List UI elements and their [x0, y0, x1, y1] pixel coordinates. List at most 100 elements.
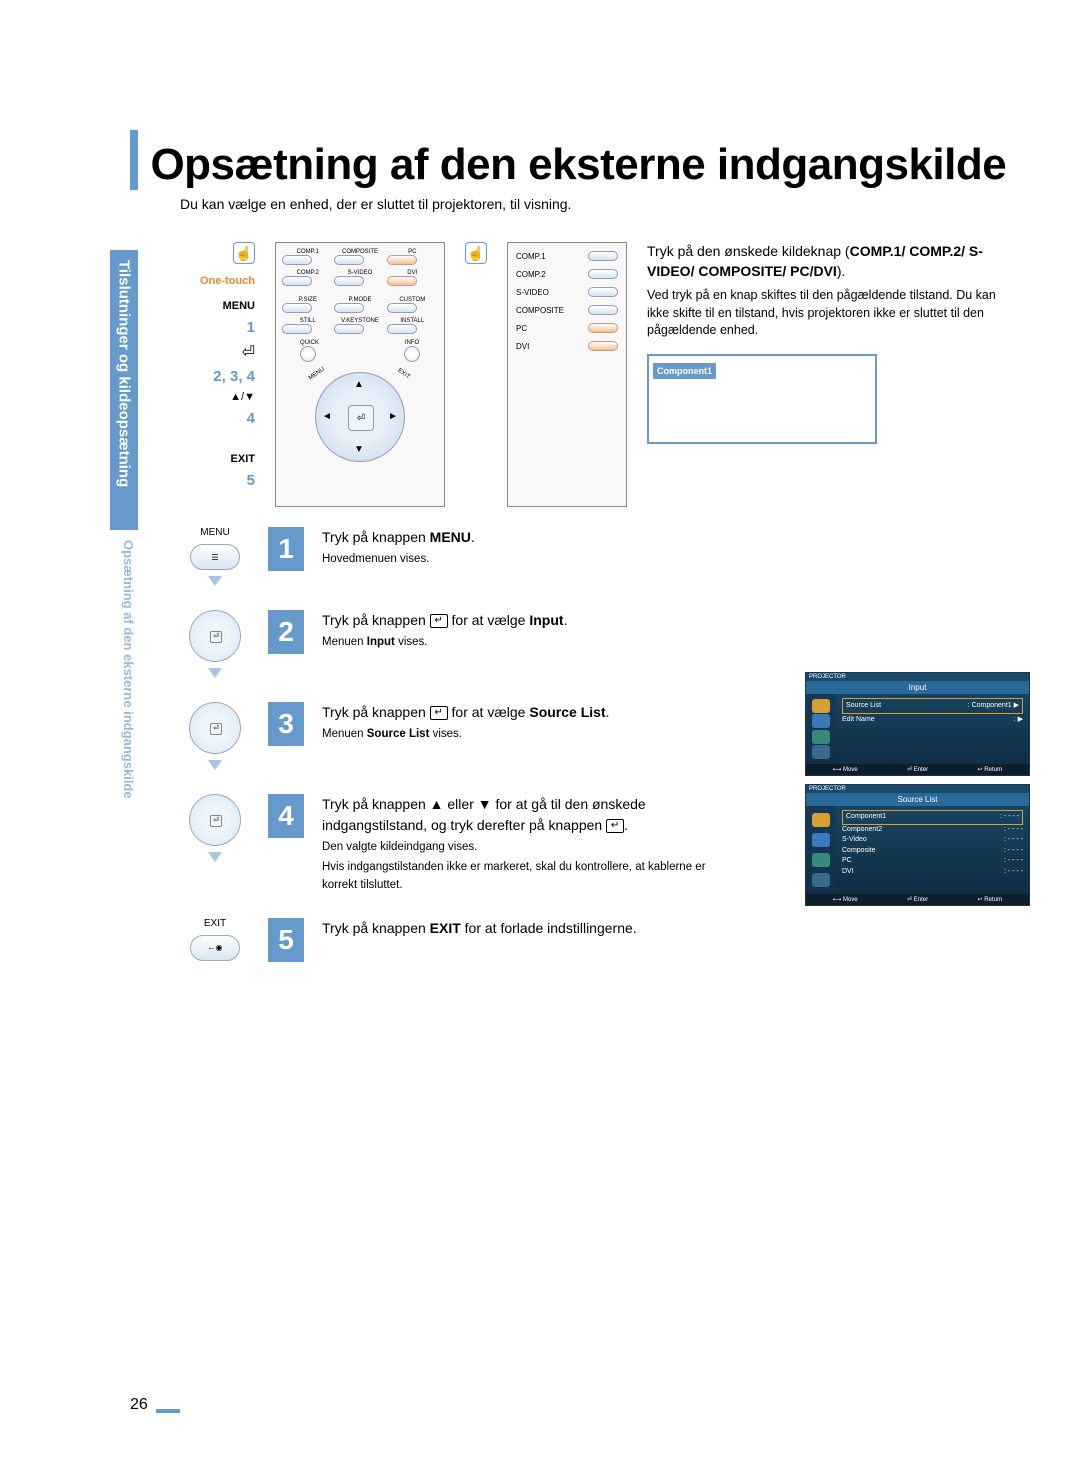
osd-row-val: : - - - -: [1004, 856, 1023, 867]
step-text: .: [564, 612, 568, 628]
osd-row-key: S-Video: [842, 835, 867, 846]
osd-footer: Return: [984, 767, 1002, 773]
osd-row-val: : ▶: [1014, 714, 1023, 726]
arrow-down-icon: [208, 668, 222, 678]
src-composite: COMPOSITE: [516, 306, 564, 315]
osd-icon: [812, 813, 830, 827]
osd-footer: Move: [843, 897, 858, 903]
step-bold: Input: [529, 612, 563, 628]
step-sub: vises.: [429, 728, 462, 740]
step-sub: vises.: [395, 636, 428, 648]
step-number: 3: [268, 702, 304, 746]
step-sub-bold: Source List: [367, 728, 430, 740]
osd-title: Input: [806, 681, 1029, 694]
instr-text: ).: [837, 263, 846, 279]
step-number: 4: [268, 794, 304, 838]
step-text: Tryk på knappen: [322, 529, 430, 545]
btn-menu-label: MENU: [308, 366, 326, 381]
source-button-list: COMP.1 COMP.2 S-VIDEO COMPOSITE PC DVI: [507, 242, 627, 507]
hand-icon: ☝: [233, 242, 255, 264]
step-number: 1: [268, 527, 304, 571]
side-tab-main: Tilslutninger og kildeopsætning: [110, 250, 138, 530]
label-one-touch: One-touch: [180, 273, 255, 291]
enter-glyph-icon: ↵: [606, 819, 624, 833]
btn-exit-label: EXIT: [396, 368, 410, 381]
src-pc: PC: [516, 324, 527, 333]
menu-button-icon: ☰: [190, 544, 240, 570]
label-n5: 5: [180, 469, 255, 493]
step-text: .: [606, 704, 610, 720]
osd-icon: [812, 853, 830, 867]
osd-row-key: PC: [842, 856, 852, 867]
dpad-icon: ⏎: [189, 794, 241, 846]
osd-row-key: Edit Name: [842, 714, 875, 726]
label-n4: 4: [180, 407, 255, 431]
osd-title: Source List: [806, 793, 1029, 806]
instr-note: Ved tryk på en knap skiftes til den pågæ…: [647, 287, 1010, 340]
step-3: ⏎ 3 Tryk på knappen ↵ for at vælge Sourc…: [180, 702, 1010, 770]
src-dvi: DVI: [516, 342, 529, 351]
osd-source-screen: PROJECTOR Source List Component1: - - - …: [805, 784, 1030, 906]
osd-footer: Return: [984, 897, 1002, 903]
osd-row-key: Component2: [842, 825, 882, 836]
step-text: Tryk på knappen: [322, 704, 430, 720]
page-number: 26: [130, 1396, 180, 1414]
src-svideo: S-VIDEO: [516, 288, 549, 297]
osd-footer: Enter: [914, 897, 928, 903]
dpad: ▲ ▼ ◄ ► ⏎ MENU EXIT: [315, 372, 405, 462]
osd-footer: Move: [843, 767, 858, 773]
enter-glyph-icon: ↵: [430, 706, 448, 720]
label-exit: EXIT: [180, 451, 255, 469]
step-icon-label: EXIT: [204, 918, 226, 929]
step-1: MENU ☰ 1 Tryk på knappen MENU. Hovedmenu…: [180, 527, 1010, 586]
exit-button-icon: ←◉: [190, 935, 240, 961]
osd-icon: [812, 873, 830, 887]
src-comp1: COMP.1: [516, 252, 546, 261]
osd-tag: Component1: [653, 363, 716, 380]
step-text: for at vælge: [448, 704, 530, 720]
osd-row-key: DVI: [842, 867, 854, 878]
osd-icon: [812, 833, 830, 847]
osd-row-val: : - - - -: [1000, 812, 1019, 823]
src-comp2: COMP.2: [516, 270, 546, 279]
osd-preview: Component1: [647, 354, 877, 444]
osd-icon: [812, 699, 830, 713]
step-bold: EXIT: [430, 920, 461, 936]
title-row: Opsætning af den eksterne indgangskilde: [130, 130, 1010, 190]
step-number: 2: [268, 610, 304, 654]
step-sub: Menuen: [322, 636, 367, 648]
step-text: Tryk på knappen: [322, 612, 430, 628]
step-sub: Den valgte kildeindgang vises.: [322, 839, 742, 856]
osd-footer: Enter: [914, 767, 928, 773]
step-sub: Hovedmenuen vises.: [322, 551, 742, 568]
osd-row-key: Composite: [842, 846, 875, 857]
subtitle: Du kan vælge en enhed, der er sluttet ti…: [180, 196, 1010, 212]
enter-glyph-icon: ↵: [430, 614, 448, 628]
osd-icon: [812, 714, 830, 728]
steps-list: MENU ☰ 1 Tryk på knappen MENU. Hovedmenu…: [180, 527, 1010, 962]
enter-icon: ⏎: [180, 340, 255, 366]
label-updown: ▲/▼: [180, 389, 255, 407]
step-text: for at vælge: [448, 612, 530, 628]
step-sub: Menuen: [322, 728, 367, 740]
page-title: Opsætning af den eksterne indgangskilde: [150, 140, 1006, 189]
step-text: .: [471, 529, 475, 545]
step-5: EXIT ←◉ 5 Tryk på knappen EXIT for at fo…: [180, 918, 1010, 962]
dpad-icon: ⏎: [189, 702, 241, 754]
remote-diagram: COMP.1 COMPOSITE PC COMP.2 S-VIDEO DVI P…: [275, 242, 445, 507]
step-icon-label: MENU: [200, 527, 229, 538]
osd-row-val: : - - - -: [1004, 825, 1023, 836]
arrow-down-icon: [208, 576, 222, 586]
hand-icon: ☝: [465, 242, 487, 264]
side-tab-sub: Opsætning af den eksterne indgangskilde: [114, 540, 136, 799]
osd-row-key: Source List: [846, 700, 881, 712]
remote-index-labels: ☝ One-touch MENU 1 ⏎ 2, 3, 4 ▲/▼ 4 EXIT …: [180, 242, 255, 507]
step-text: .: [624, 817, 628, 833]
osd-row-val: : Component1 ▶: [968, 700, 1019, 712]
label-n234: 2, 3, 4: [180, 365, 255, 389]
step-2: ⏎ 2 Tryk på knappen ↵ for at vælge Input…: [180, 610, 1010, 678]
step-sub: Hvis indgangstilstanden ikke er markeret…: [322, 859, 742, 894]
osd-row-val: : - - - -: [1004, 867, 1023, 878]
instr-text: Tryk på den ønskede kildeknap (: [647, 243, 850, 259]
label-menu: MENU: [180, 298, 255, 316]
